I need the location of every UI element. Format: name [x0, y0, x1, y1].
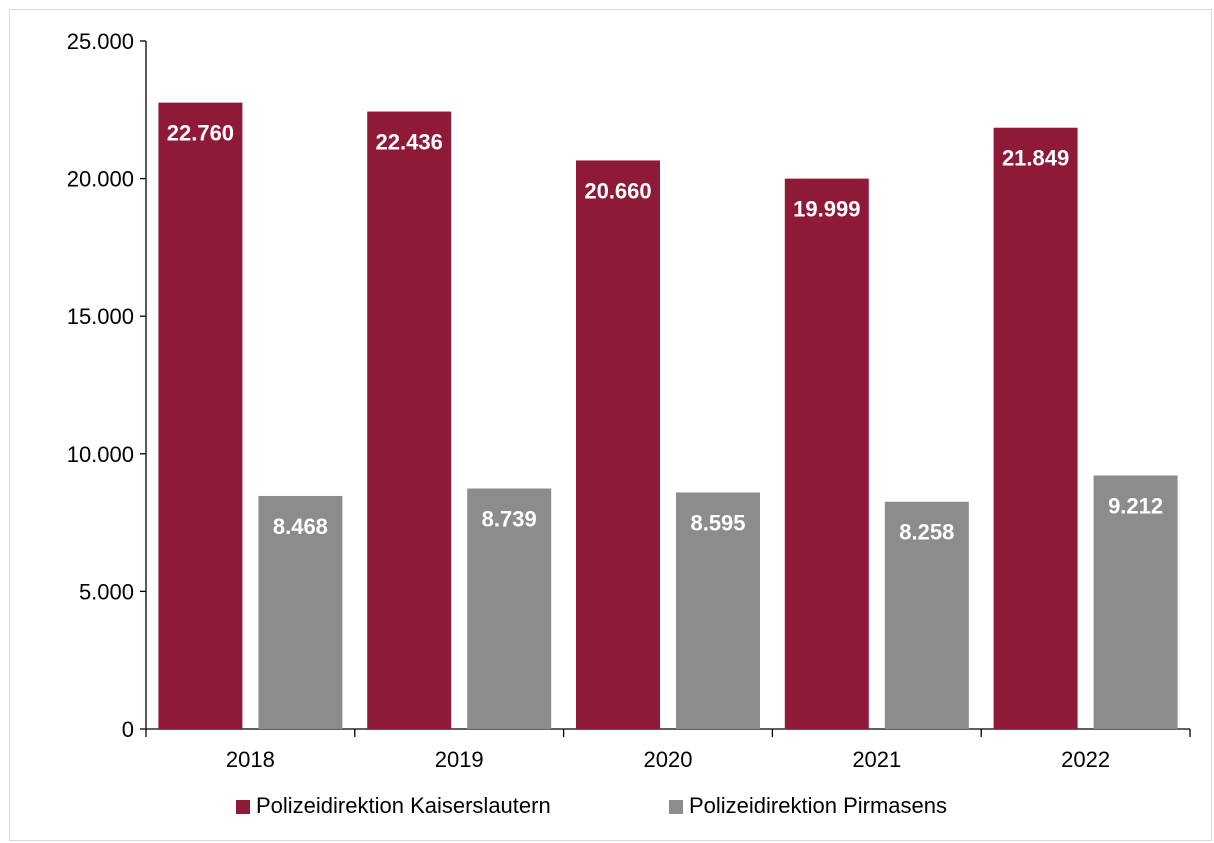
data-label: 8.468	[273, 514, 328, 539]
bar	[467, 488, 552, 729]
x-tick-label: 2022	[1061, 747, 1110, 772]
data-label: 8.739	[482, 507, 537, 532]
data-label: 8.595	[690, 510, 745, 535]
y-tick-label: 5.000	[79, 579, 134, 604]
x-tick-label: 2018	[226, 747, 275, 772]
chart-data-labels: 22.760 8.468 22.436 8.739 20.660 8.595 19.999 8…	[167, 121, 1163, 545]
x-tick-label: 2019	[435, 747, 484, 772]
data-label: 19.999	[793, 197, 860, 222]
bar	[1093, 475, 1178, 729]
bar	[158, 102, 243, 730]
data-label: 22.436	[376, 130, 443, 155]
legend-label: Polizeidirektion Kaiserslautern	[256, 793, 551, 818]
bar	[576, 160, 660, 730]
chart-axes: 0 5.000 10.000 15.000 20.000 25.000 2018 2019 20…	[67, 29, 1191, 772]
data-label: 8.258	[899, 520, 954, 545]
y-tick-label: 15.000	[67, 304, 134, 329]
chart-frame	[9, 9, 1212, 841]
bar	[993, 127, 1078, 730]
legend-swatch	[669, 800, 683, 814]
bar	[258, 495, 343, 729]
x-tick-label: 2021	[852, 747, 901, 772]
data-label: 22.760	[167, 121, 234, 146]
y-tick-label: 10.000	[67, 442, 134, 467]
data-label: 21.849	[1002, 146, 1069, 171]
bar	[676, 492, 760, 729]
legend-swatch	[236, 800, 250, 814]
bar	[367, 111, 452, 729]
x-tick-label: 2020	[644, 747, 693, 772]
y-tick-label: 0	[122, 717, 134, 742]
data-label: 20.660	[584, 178, 651, 203]
bar	[884, 501, 969, 729]
chart-legend: Polizeidirektion Kaiserslautern Polizeidi…	[236, 793, 947, 818]
bar	[784, 178, 869, 730]
y-tick-label: 20.000	[67, 167, 134, 192]
chart-bars	[158, 102, 1178, 730]
data-label: 9.212	[1108, 493, 1163, 518]
legend-label: Polizeidirektion Pirmasens	[689, 793, 947, 818]
y-tick-label: 25.000	[67, 29, 134, 54]
